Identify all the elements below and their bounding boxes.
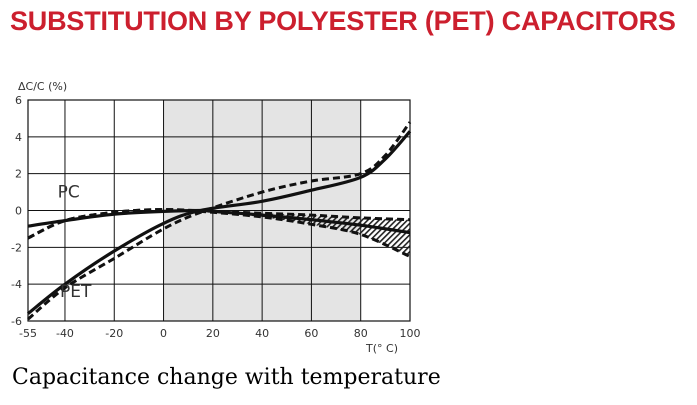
x-tick-label: -20 bbox=[105, 327, 123, 340]
x-tick-label: 40 bbox=[255, 327, 269, 340]
x-tick-label: 100 bbox=[400, 327, 421, 340]
y-axis-label: ΔC/C (%) bbox=[18, 80, 67, 93]
series-line-dashed-4 bbox=[27, 121, 412, 321]
y-tick-label: -6 bbox=[11, 315, 22, 328]
figure-caption: Capacitance change with temperature bbox=[12, 365, 441, 390]
series-line-dashed-2 bbox=[27, 208, 411, 240]
series-label-pet: PET bbox=[60, 282, 92, 302]
x-tick-label: -40 bbox=[56, 327, 74, 340]
series-lines bbox=[27, 121, 412, 321]
y-tick-label: -2 bbox=[11, 241, 22, 254]
series-name-labels: PC PET bbox=[58, 183, 92, 302]
x-tick-label: -55 bbox=[19, 327, 37, 340]
series-line-pet bbox=[27, 130, 412, 315]
hatched-band bbox=[207, 211, 410, 257]
capacitance-chart: -55 -40 -20 0 20 40 60 80 100 6 4 2 0 -2 -4 -6 ΔC/C (%)… bbox=[0, 72, 430, 372]
x-axis-label: T(° C) bbox=[365, 342, 398, 355]
x-tick-label: 0 bbox=[160, 327, 167, 340]
page-heading: SUBSTITUTION BY POLYESTER (PET) CAPACITO… bbox=[10, 6, 676, 36]
series-label-pc: PC bbox=[58, 183, 80, 203]
y-tick-label: 0 bbox=[15, 205, 22, 218]
y-tick-label: 4 bbox=[15, 131, 22, 144]
y-tick-label: 2 bbox=[15, 168, 22, 181]
plot-frame bbox=[27, 99, 411, 322]
x-tick-label: 20 bbox=[206, 327, 220, 340]
y-tick-label: 6 bbox=[15, 94, 22, 107]
x-tick-label: 60 bbox=[304, 327, 318, 340]
y-tick-label: -4 bbox=[11, 278, 22, 291]
x-tick-label: 80 bbox=[354, 327, 368, 340]
